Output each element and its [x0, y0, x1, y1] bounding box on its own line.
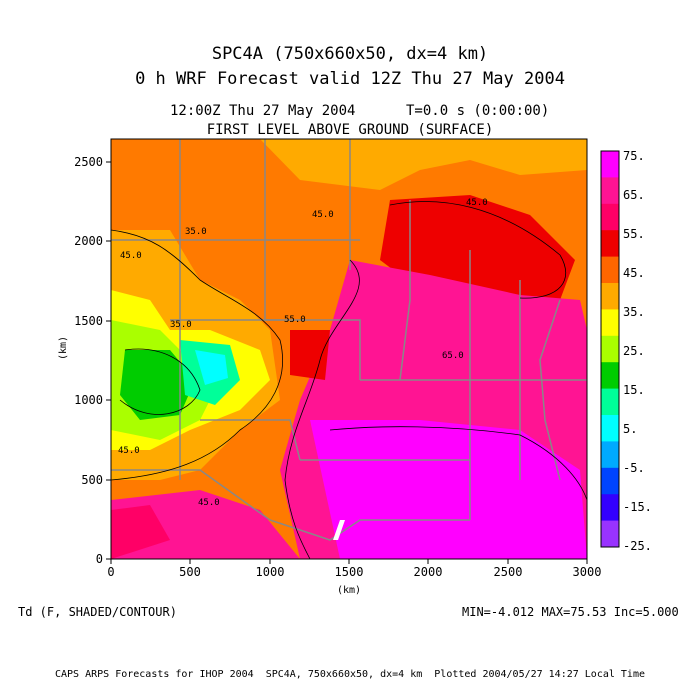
x-axis-ticks: [110, 559, 588, 564]
contour-label: 55.0: [284, 315, 306, 325]
colorbar-label: 75.: [623, 149, 645, 163]
contour-labels: 45.0 45.0 45.0 35.0 35.0 55.0 65.0 45.0 …: [118, 198, 488, 508]
field-dryline: [290, 330, 330, 380]
state-borders: [111, 139, 587, 541]
y-tick-label: 1500: [74, 314, 103, 328]
coastal-feature: [333, 520, 345, 540]
field-driest: [195, 350, 228, 385]
x-tick-label: 2500: [494, 565, 523, 579]
y-tick-labels: 0 500 1000 1500 2000 2500: [74, 155, 103, 566]
colorbar-swatch: [601, 388, 619, 416]
credit-line: CAPS ARPS Forecasts for IHOP 2004 SPC4A,…: [54, 669, 645, 680]
y-tick-label: 500: [81, 473, 103, 487]
y-tick-label: 2000: [74, 234, 103, 248]
colorbar-labels: 75. 65. 55. 45. 35. 25. 15. 5. -5. -15. …: [623, 149, 652, 553]
field-upper-midwest: [380, 195, 575, 300]
x-tick-label: 1500: [335, 565, 364, 579]
contour-label: 45.0: [466, 198, 488, 208]
colorbar-swatch: [601, 256, 619, 284]
x-tick-labels: 0 500 1000 1500 2000 2500 3000: [107, 565, 601, 579]
colorbar: [600, 150, 620, 548]
colorbar-swatch: [601, 309, 619, 337]
field-north: [111, 139, 587, 190]
x-tick-label: 500: [179, 565, 201, 579]
field-baja: [111, 505, 170, 559]
y-axis-ticks: [106, 161, 111, 560]
colorbar-swatch: [601, 441, 619, 469]
colorbar-swatch: [601, 230, 619, 258]
colorbar-swatch: [601, 177, 619, 205]
colorbar-label: -25.: [623, 539, 652, 553]
colorbar-swatch: [601, 151, 619, 178]
contour-label: 45.0: [120, 251, 142, 261]
x-tick-label: 2000: [414, 565, 443, 579]
colorbar-swatch: [601, 362, 619, 390]
valid-time-label: 12:00Z Thu 27 May 2004 T=0.0 s (0:00:00): [170, 103, 550, 119]
colorbar-swatch: [601, 415, 619, 442]
x-tick-label: 1000: [256, 565, 285, 579]
contour-label: 35.0: [185, 227, 207, 237]
contour-label: 65.0: [442, 351, 464, 361]
x-tick-label: 0: [107, 565, 114, 579]
colorbar-swatch: [601, 335, 619, 363]
colorbar-label: 55.: [623, 227, 645, 241]
colorbar-label: 15.: [623, 383, 645, 397]
colorbar-label: 25.: [623, 344, 645, 358]
level-label: FIRST LEVEL ABOVE GROUND (SURFACE): [206, 122, 494, 138]
colorbar-swatch: [601, 494, 619, 522]
contour-label: 45.0: [198, 498, 220, 508]
colorbar-label: 65.: [623, 188, 645, 202]
colorbar-label: 35.: [623, 305, 645, 319]
colorbar-swatch: [601, 283, 619, 310]
colorbar-swatch: [601, 467, 619, 495]
contours: [111, 201, 587, 559]
contour-label: 45.0: [118, 446, 140, 456]
stats-label: MIN=-4.012 MAX=75.53 Inc=5.000: [462, 605, 679, 619]
colorbar-label: 45.: [623, 266, 645, 280]
colorbar-frame: [600, 150, 620, 548]
x-tick-label: 3000: [573, 565, 602, 579]
y-tick-label: 2500: [74, 155, 103, 169]
field-plateau: [120, 350, 195, 420]
title-line-2: 0 h WRF Forecast valid 12Z Thu 27 May 20…: [135, 69, 565, 89]
colorbar-label: 5.: [623, 422, 637, 436]
map-plot-area: 45.0 45.0 45.0 35.0 35.0 55.0 65.0 45.0 …: [111, 139, 587, 559]
y-tick-label: 0: [96, 552, 103, 566]
y-axis-label: (km): [58, 336, 69, 360]
colorbar-swatch: [601, 203, 619, 231]
field-label: Td (F, SHADED/CONTOUR): [18, 605, 177, 619]
contour-label: 45.0: [312, 210, 334, 220]
x-axis-label: (km): [337, 585, 361, 596]
colorbar-label: -15.: [623, 500, 652, 514]
colorbar-swatch: [601, 520, 619, 548]
contour-label: 35.0: [170, 320, 192, 330]
y-tick-label: 1000: [74, 393, 103, 407]
field-southeast: [310, 420, 587, 559]
title-line-1: SPC4A (750x660x50, dx=4 km): [211, 44, 489, 64]
colorbar-label: -5.: [623, 461, 645, 475]
